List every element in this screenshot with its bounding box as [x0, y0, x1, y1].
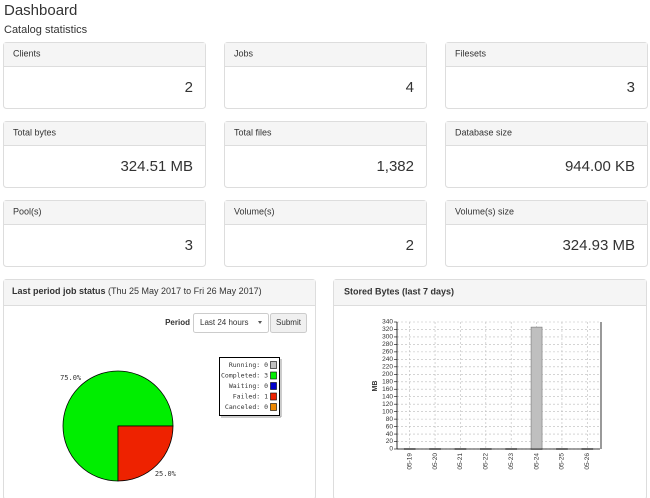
legend-count: 0 — [264, 403, 268, 411]
y-tick-label: 80 — [386, 416, 394, 423]
job-status-heading: Last period job status (Thu 25 May 2017 … — [12, 286, 262, 296]
y-tick-label: 100 — [382, 408, 393, 415]
y-tick-label: 140 — [382, 393, 393, 400]
x-tick-label: 05-25 — [559, 453, 566, 470]
stat-label: Volume(s) size — [455, 206, 514, 216]
stat-value: 2 — [406, 237, 414, 254]
legend-swatch — [270, 392, 277, 401]
page-title: Dashboard — [4, 2, 77, 19]
y-tick-label: 320 — [382, 326, 393, 333]
stat-value: 1,382 — [376, 158, 414, 175]
legend-swatch — [270, 361, 277, 369]
y-tick-label: 260 — [382, 349, 393, 356]
stat-card-header — [4, 43, 205, 66]
legend-name: Canceled: — [225, 403, 260, 411]
x-tick-label: 05-20 — [432, 453, 439, 470]
legend-swatch — [270, 403, 277, 411]
panel-header — [334, 280, 646, 305]
plot-area — [397, 322, 601, 450]
slice-label: 25.0% — [155, 470, 177, 478]
stat-value: 3 — [185, 237, 193, 254]
stat-value: 3 — [627, 79, 635, 96]
stat-value: 324.93 MB — [562, 237, 635, 254]
y-tick-label: 0 — [389, 446, 393, 453]
y-tick-label: 200 — [382, 371, 393, 378]
legend-swatch — [270, 382, 277, 390]
job-status-title: Last period job status — [12, 286, 106, 296]
legend-name: Waiting: — [229, 382, 260, 390]
legend-entry: Completed: 3 — [221, 372, 268, 380]
stat-card-header — [446, 122, 647, 145]
x-tick-label: 05-23 — [508, 453, 515, 470]
period-label: Period — [165, 318, 190, 327]
legend-count: 1 — [264, 393, 268, 401]
select-box[interactable] — [193, 313, 269, 333]
x-tick-label: 05-19 — [406, 453, 413, 470]
select-option[interactable]: Last 24 hours — [200, 318, 248, 327]
x-tick-label: 05-22 — [483, 453, 490, 470]
stat-value: 4 — [406, 79, 414, 96]
stat-card-header — [225, 122, 426, 145]
y-tick-label: 240 — [382, 356, 393, 363]
submit-button[interactable]: Submit — [270, 313, 307, 333]
legend-name: Running: — [229, 361, 260, 369]
stat-value: 324.51 MB — [120, 158, 193, 175]
x-tick-label: 05-24 — [533, 453, 540, 470]
stat-card-header — [446, 201, 647, 224]
stat-label: Database size — [455, 127, 512, 137]
period-select[interactable]: Last 24 hours — [193, 313, 269, 333]
pie-slice — [117, 425, 174, 482]
job-status-range: (Thu 25 May 2017 to Fri 26 May 2017) — [108, 286, 262, 296]
legend-entry: Running: 0 — [229, 361, 268, 369]
stat-label: Clients — [13, 48, 41, 58]
stat-card-header — [446, 43, 647, 66]
stat-card-header — [225, 201, 426, 224]
stat-value: 2 — [185, 79, 193, 96]
legend-swatch — [270, 371, 277, 380]
legend-count: 0 — [264, 361, 268, 369]
legend-name: Completed: — [221, 372, 260, 380]
y-tick-label: 220 — [382, 364, 393, 371]
panel-header — [4, 280, 315, 305]
pie-legend — [219, 357, 280, 416]
y-tick-label: 340 — [382, 319, 393, 326]
y-tick-label: 180 — [382, 378, 393, 385]
stat-label: Volume(s) — [234, 206, 275, 216]
stat-card-header — [225, 43, 426, 66]
y-axis-label: MB — [372, 381, 379, 392]
legend-entry: Canceled: 0 — [225, 403, 268, 411]
stat-card-header — [4, 201, 205, 224]
stat-card-header — [4, 122, 205, 145]
x-tick-label: 05-26 — [584, 453, 591, 470]
stat-label: Total bytes — [13, 127, 57, 137]
stat-label: Total files — [234, 127, 272, 137]
legend-count: 0 — [264, 382, 268, 390]
y-tick-label: 60 — [386, 423, 394, 430]
y-tick-label: 40 — [386, 431, 394, 438]
stat-label: Pool(s) — [13, 206, 42, 216]
select-arrow — [258, 321, 262, 324]
stat-value: 944.00 KB — [565, 158, 635, 175]
legend-entry: Failed: 1 — [233, 393, 268, 401]
button-box[interactable] — [270, 313, 307, 333]
stat-label: Jobs — [234, 48, 254, 58]
y-tick-label: 300 — [382, 334, 393, 341]
y-tick-label: 280 — [382, 341, 393, 348]
stored-bytes-title: Stored Bytes (last 7 days) — [344, 286, 454, 296]
stat-label: Filesets — [455, 48, 487, 58]
bar — [530, 326, 543, 450]
page-subtitle: Catalog statistics — [4, 24, 88, 36]
slice-label: 75.0% — [60, 374, 82, 382]
legend-count: 3 — [264, 372, 268, 380]
button-label[interactable]: Submit — [276, 318, 302, 327]
y-tick-label: 120 — [382, 401, 393, 408]
legend-entry: Waiting: 0 — [229, 382, 268, 390]
legend-name: Failed: — [233, 393, 260, 401]
y-tick-label: 160 — [382, 386, 393, 393]
y-tick-label: 20 — [386, 438, 394, 445]
x-tick-label: 05-21 — [457, 453, 464, 470]
